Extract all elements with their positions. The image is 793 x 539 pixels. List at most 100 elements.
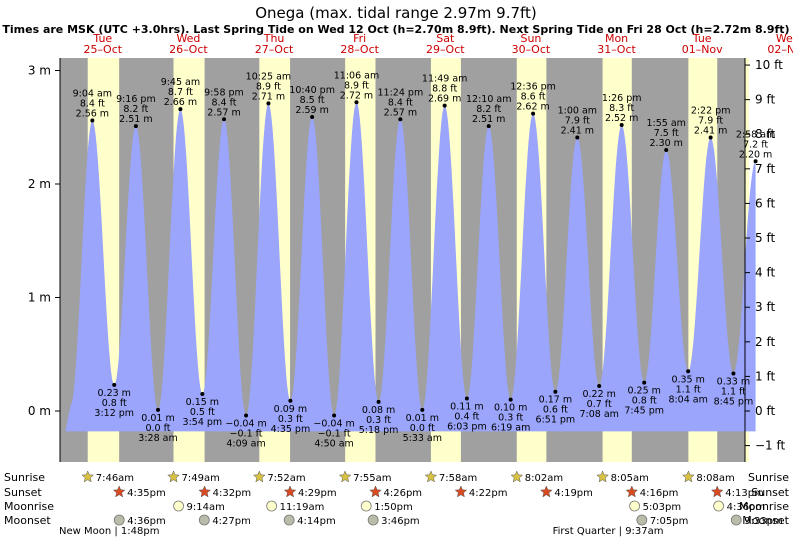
high-tide-dot <box>753 159 758 164</box>
low-tide-m: 0.11 m <box>450 402 483 413</box>
high-tide-dot <box>354 100 359 105</box>
moonrise-icon <box>713 500 724 512</box>
sunset-icon <box>369 485 382 498</box>
low-tide-dot <box>244 413 249 418</box>
high-tide-time: 11:49 am <box>422 74 467 85</box>
day-date: 25–Oct <box>84 43 123 56</box>
sunrise-time: 7:55am <box>353 473 391 484</box>
high-tide-time: 1:55 am <box>647 118 686 129</box>
low-tide-dot <box>288 398 293 403</box>
high-tide-dot <box>442 103 447 108</box>
low-tide-time: 7:45 pm <box>624 406 664 417</box>
low-tide-m: 0.33 m <box>717 377 750 388</box>
high-tide-m: 2.30 m <box>650 138 683 149</box>
moon-phase-label: New Moon | 1:48pm <box>59 526 159 537</box>
sunset-time: 4:16pm <box>640 488 679 499</box>
high-tide-ft: 8.4 ft <box>80 98 105 109</box>
high-tide-time: 9:58 pm <box>204 87 244 98</box>
moonrise-icon <box>360 500 372 512</box>
low-tide-ft: 0.0 ft <box>145 423 170 434</box>
low-tide-time: 6:19 am <box>491 423 530 434</box>
moonset-time: 7:05pm <box>650 516 689 527</box>
high-tide-ft: 8.9 ft <box>256 81 281 92</box>
moonset-time: 4:27pm <box>212 516 251 527</box>
high-tide-dot <box>398 117 403 122</box>
low-tide-ft: 0.6 ft <box>543 405 568 416</box>
low-tide-time: 4:50 am <box>314 439 353 450</box>
high-tide-dot <box>531 111 536 116</box>
low-tide-time: 4:35 pm <box>271 424 311 435</box>
moonset-icon <box>283 514 295 526</box>
high-tide-ft: 8.7 ft <box>168 87 193 98</box>
row-label-left: Sunset <box>4 486 42 499</box>
high-tide-ft: 8.2 ft <box>476 104 501 115</box>
low-tide-dot <box>112 382 117 387</box>
moonset-icon <box>113 514 125 526</box>
high-tide-m: 2.51 m <box>472 114 505 125</box>
moonrise-icon <box>629 500 640 512</box>
ft-tick-label: 8 ft <box>755 127 775 141</box>
high-tide-dot <box>619 122 624 127</box>
low-tide-ft: 0.0 ft <box>410 423 435 434</box>
high-tide-m: 2.62 m <box>516 102 549 113</box>
day-date: 29–Oct <box>426 43 465 56</box>
high-tide-m: 2.20 m <box>739 149 772 160</box>
high-tide-dot <box>133 124 138 129</box>
low-tide-time: 3:54 pm <box>183 417 223 428</box>
day-name: Thu <box>263 32 285 45</box>
sunset-icon <box>454 485 468 498</box>
low-tide-m: 0.17 m <box>539 395 572 406</box>
tide-extrema: 9:04 am8.4 ft2.56 m0.23 m0.8 ft3:12 pm9:… <box>73 70 776 449</box>
moonset-time: 4:36pm <box>127 516 166 527</box>
moonset-icon <box>636 514 648 526</box>
low-tide-time: 3:28 am <box>138 433 177 444</box>
sunrise-time: 7:52am <box>267 473 305 484</box>
high-tide-m: 2.41 m <box>561 125 594 136</box>
moon-phase-label: First Quarter | 9:37am <box>553 526 664 537</box>
moonrise-time: 5:03pm <box>643 502 682 513</box>
row-label-right: Moonset <box>742 514 789 527</box>
sunset-icon <box>283 485 297 498</box>
ft-tick-label: 5 ft <box>755 231 775 245</box>
day-date: 31–Oct <box>597 43 636 56</box>
day-name: Fri <box>353 32 366 45</box>
row-label-right: Sunrise <box>748 471 789 484</box>
low-tide-m: 0.01 m <box>141 413 174 424</box>
ft-tick-label: −1 ft <box>755 439 786 453</box>
day-name: Sun <box>520 32 541 45</box>
low-tide-time: 6:03 pm <box>447 422 487 433</box>
high-tide-m: 2.57 m <box>384 107 417 118</box>
high-tide-m: 2.59 m <box>295 105 328 116</box>
sunrise-icon <box>167 470 180 483</box>
moonrise-time: 9:14am <box>187 502 225 513</box>
low-tide-m: 0.01 m <box>406 413 439 424</box>
high-tide-time: 1:26 pm <box>602 93 642 104</box>
high-tide-m: 2.56 m <box>76 108 109 119</box>
sunrise-time: 7:58am <box>439 473 477 484</box>
low-tide-dot <box>376 399 381 404</box>
high-tide-time: 10:25 am <box>246 71 291 82</box>
sunrise-time: 8:05am <box>611 473 649 484</box>
sunset-time: 4:22pm <box>469 488 508 499</box>
low-tide-m: 0.15 m <box>186 397 219 408</box>
low-tide-m: 0.09 m <box>274 404 307 415</box>
sunrise-time: 8:08am <box>696 473 734 484</box>
ft-tick-label: 0 ft <box>755 404 775 418</box>
low-tide-ft: 0.3 ft <box>278 414 303 425</box>
high-tide-m: 2.57 m <box>207 107 240 118</box>
m-tick-label: 2 m <box>28 177 51 191</box>
day-name: Wed <box>176 32 200 45</box>
row-label-left: Moonset <box>4 514 51 527</box>
day-name: Wed <box>776 32 793 45</box>
moonrise-icon <box>266 500 278 512</box>
low-tide-ft: 0.8 ft <box>632 396 657 407</box>
day-date: 26–Oct <box>169 43 208 56</box>
low-tide-ft: 1.1 ft <box>721 387 746 398</box>
moonrise-time: 1:50pm <box>374 502 413 513</box>
sunrise-icon <box>338 470 352 483</box>
row-label-right: Moonrise <box>739 500 789 513</box>
low-tide-dot <box>553 389 558 394</box>
low-tide-time: 8:04 am <box>668 394 707 405</box>
high-tide-m: 2.41 m <box>694 125 727 136</box>
